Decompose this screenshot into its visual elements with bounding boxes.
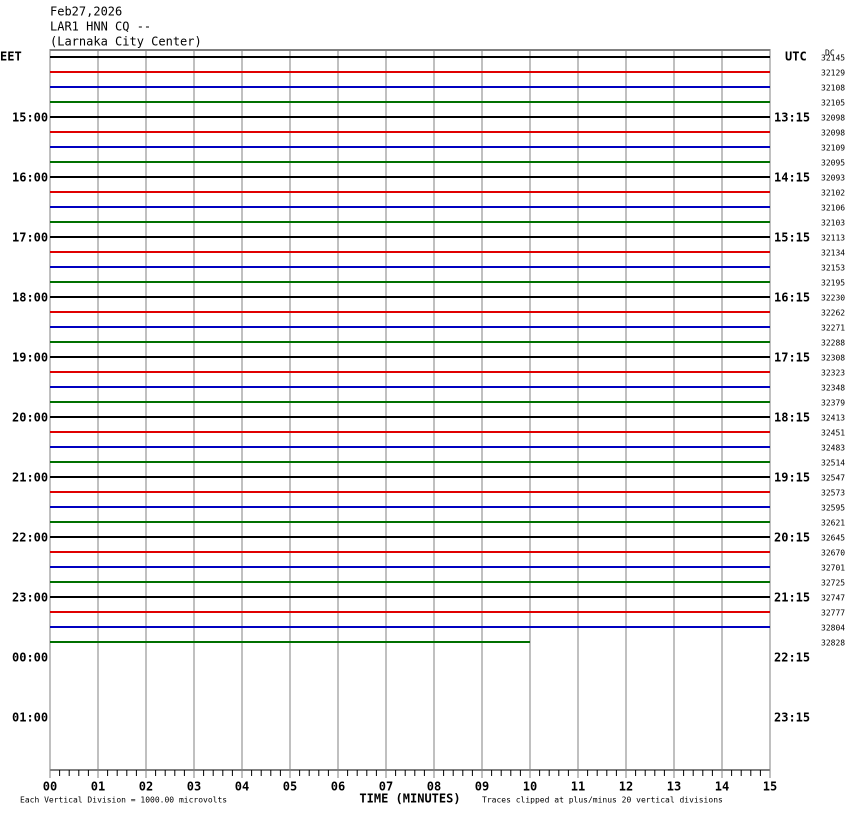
left-time-label: 01:00 xyxy=(12,711,48,725)
header-line: LAR1 HNN CQ -- xyxy=(50,20,151,34)
x-tick-label: 01 xyxy=(91,780,105,794)
trace-count: 32230 xyxy=(821,294,845,303)
trace-count: 32145 xyxy=(821,54,845,63)
x-tick-label: 00 xyxy=(43,780,57,794)
left-time-label: 19:00 xyxy=(12,351,48,365)
right-time-label: 18:15 xyxy=(774,411,810,425)
right-time-label: 20:15 xyxy=(774,531,810,545)
right-time-label: 17:15 xyxy=(774,351,810,365)
x-tick-label: 15 xyxy=(763,780,777,794)
trace-count: 32093 xyxy=(821,174,845,183)
trace-count: 32483 xyxy=(821,444,845,453)
left-time-label: 17:00 xyxy=(12,231,48,245)
trace-count: 32645 xyxy=(821,534,845,543)
trace-count: 32129 xyxy=(821,69,845,78)
x-axis-label: TIME (MINUTES) xyxy=(359,792,460,806)
trace-count: 32379 xyxy=(821,399,845,408)
trace-count: 32108 xyxy=(821,84,845,93)
trace-count: 32098 xyxy=(821,129,845,138)
right-time-label: 21:15 xyxy=(774,591,810,605)
left-title: EET xyxy=(0,50,22,64)
x-tick-label: 02 xyxy=(139,780,153,794)
footer-left: Each Vertical Division = 1000.00 microvo… xyxy=(20,796,227,805)
trace-count: 32105 xyxy=(821,99,845,108)
trace-count: 32134 xyxy=(821,249,845,258)
right-time-label: 15:15 xyxy=(774,231,810,245)
x-tick-label: 12 xyxy=(619,780,633,794)
trace-count: 32262 xyxy=(821,309,845,318)
left-time-label: 21:00 xyxy=(12,471,48,485)
trace-count: 32153 xyxy=(821,264,845,273)
trace-count: 32195 xyxy=(821,279,845,288)
count-title: DC xyxy=(825,49,835,58)
trace-count: 32747 xyxy=(821,594,845,603)
left-time-label: 22:00 xyxy=(12,531,48,545)
trace-count: 32595 xyxy=(821,504,845,513)
trace-count: 32777 xyxy=(821,609,845,618)
trace-count: 32308 xyxy=(821,354,845,363)
footer-right: Traces clipped at plus/minus 20 vertical… xyxy=(482,796,723,805)
trace-count: 32514 xyxy=(821,459,845,468)
trace-count: 32103 xyxy=(821,219,845,228)
trace-count: 32670 xyxy=(821,549,845,558)
trace-count: 32323 xyxy=(821,369,845,378)
x-tick-label: 10 xyxy=(523,780,537,794)
x-tick-label: 14 xyxy=(715,780,729,794)
trace-count: 32288 xyxy=(821,339,845,348)
x-tick-label: 04 xyxy=(235,780,249,794)
x-tick-label: 06 xyxy=(331,780,345,794)
x-tick-label: 13 xyxy=(667,780,681,794)
trace-count: 32451 xyxy=(821,429,845,438)
left-time-label: 20:00 xyxy=(12,411,48,425)
trace-count: 32701 xyxy=(821,564,845,573)
right-title: UTC xyxy=(785,50,807,64)
header-line: (Larnaka City Center) xyxy=(50,35,202,49)
trace-count: 32095 xyxy=(821,159,845,168)
left-time-label: 23:00 xyxy=(12,591,48,605)
right-time-label: 19:15 xyxy=(774,471,810,485)
trace-count: 32109 xyxy=(821,144,845,153)
trace-count: 32113 xyxy=(821,234,845,243)
left-time-label: 00:00 xyxy=(12,651,48,665)
right-time-label: 23:15 xyxy=(774,711,810,725)
right-time-label: 14:15 xyxy=(774,171,810,185)
trace-count: 32271 xyxy=(821,324,845,333)
trace-count: 32804 xyxy=(821,624,845,633)
x-tick-label: 03 xyxy=(187,780,201,794)
left-time-label: 18:00 xyxy=(12,291,48,305)
header-line: Feb27,2026 xyxy=(50,5,122,19)
trace-count: 32547 xyxy=(821,474,845,483)
trace-count: 32102 xyxy=(821,189,845,198)
trace-count: 32098 xyxy=(821,114,845,123)
x-tick-label: 09 xyxy=(475,780,489,794)
trace-count: 32106 xyxy=(821,204,845,213)
trace-count: 32725 xyxy=(821,579,845,588)
right-time-label: 16:15 xyxy=(774,291,810,305)
x-tick-label: 08 xyxy=(427,780,441,794)
trace-count: 32348 xyxy=(821,384,845,393)
left-time-label: 16:00 xyxy=(12,171,48,185)
x-tick-label: 11 xyxy=(571,780,585,794)
left-time-label: 15:00 xyxy=(12,111,48,125)
trace-count: 32621 xyxy=(821,519,845,528)
trace-count: 32828 xyxy=(821,639,845,648)
x-tick-label: 07 xyxy=(379,780,393,794)
right-time-label: 22:15 xyxy=(774,651,810,665)
right-time-label: 13:15 xyxy=(774,111,810,125)
x-tick-label: 05 xyxy=(283,780,297,794)
trace-count: 32413 xyxy=(821,414,845,423)
trace-count: 32573 xyxy=(821,489,845,498)
